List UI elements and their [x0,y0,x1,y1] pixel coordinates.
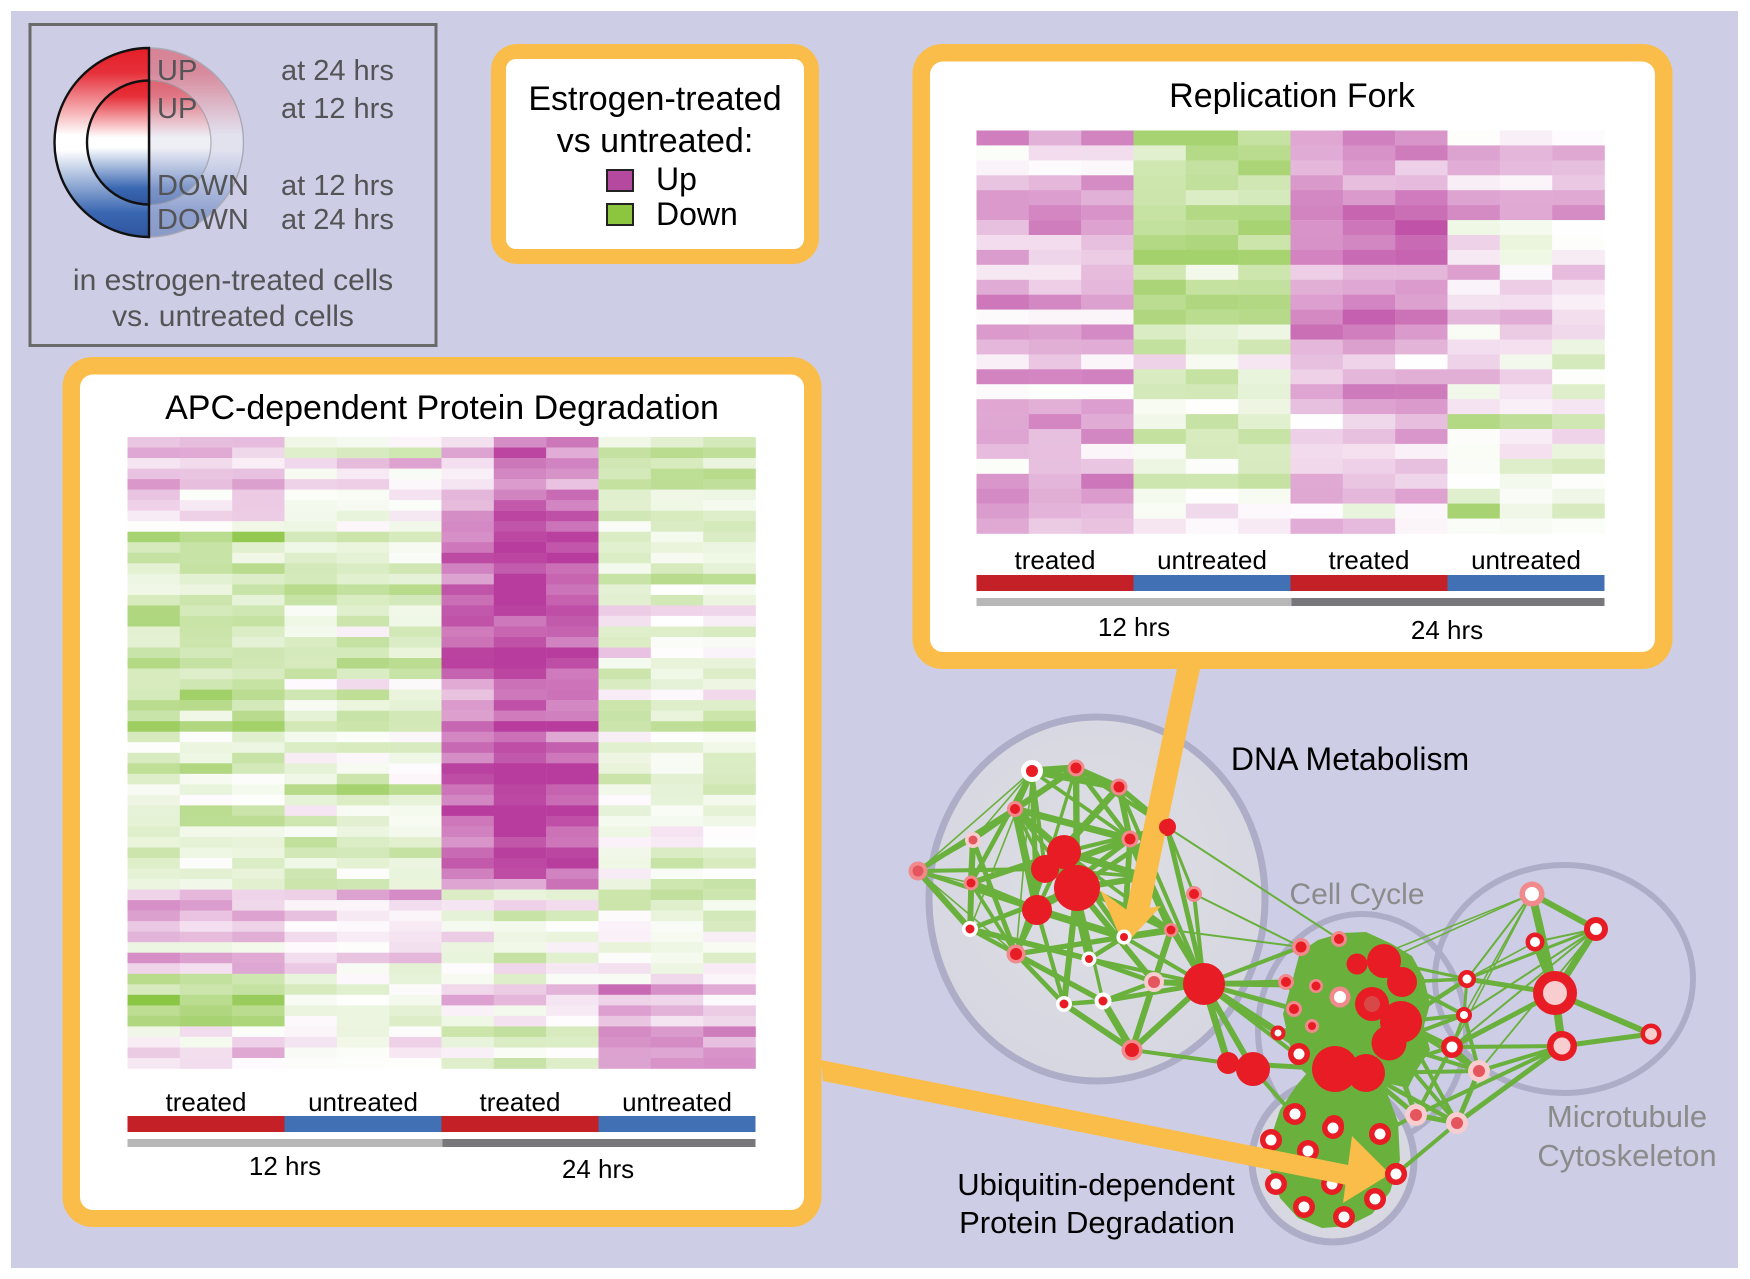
svg-text:24 hrs: 24 hrs [1411,615,1483,645]
svg-text:12 hrs: 12 hrs [1098,612,1170,642]
svg-text:untreated: untreated [308,1087,418,1117]
svg-text:untreated: untreated [1471,545,1581,575]
svg-text:12 hrs: 12 hrs [249,1151,321,1181]
svg-text:Ubiquitin-dependent: Ubiquitin-dependent [957,1167,1235,1202]
svg-text:treated: treated [1329,545,1410,575]
svg-text:at 12 hrs: at 12 hrs [281,170,394,202]
svg-text:APC-dependent Protein Degradat: APC-dependent Protein Degradation [165,389,719,427]
svg-text:Cytoskeleton: Cytoskeleton [1537,1138,1716,1173]
svg-text:Replication Fork: Replication Fork [1169,77,1416,115]
svg-text:vs. untreated cells: vs. untreated cells [112,300,354,333]
svg-text:vs untreated:: vs untreated: [557,122,754,160]
svg-text:Cell Cycle: Cell Cycle [1289,878,1424,911]
svg-text:in estrogen-treated cells: in estrogen-treated cells [73,264,393,297]
svg-text:treated: treated [166,1087,247,1117]
svg-text:DOWN: DOWN [157,204,249,236]
svg-text:Down: Down [656,196,738,232]
svg-text:24 hrs: 24 hrs [562,1154,634,1184]
svg-text:Protein Degradation: Protein Degradation [959,1205,1235,1240]
svg-text:Estrogen-treated: Estrogen-treated [528,80,781,118]
svg-text:untreated: untreated [622,1087,732,1117]
svg-text:at 24 hrs: at 24 hrs [281,204,394,236]
svg-text:at 24 hrs: at 24 hrs [281,55,394,87]
svg-text:Microtubule: Microtubule [1547,1099,1707,1134]
svg-text:DOWN: DOWN [157,170,249,202]
svg-text:Up: Up [656,161,697,197]
svg-text:UP: UP [157,93,197,125]
svg-text:DNA Metabolism: DNA Metabolism [1231,741,1469,777]
svg-text:treated: treated [480,1087,561,1117]
svg-text:untreated: untreated [1157,545,1267,575]
svg-text:UP: UP [157,55,197,87]
svg-text:treated: treated [1015,545,1096,575]
svg-text:at 12 hrs: at 12 hrs [281,93,394,125]
